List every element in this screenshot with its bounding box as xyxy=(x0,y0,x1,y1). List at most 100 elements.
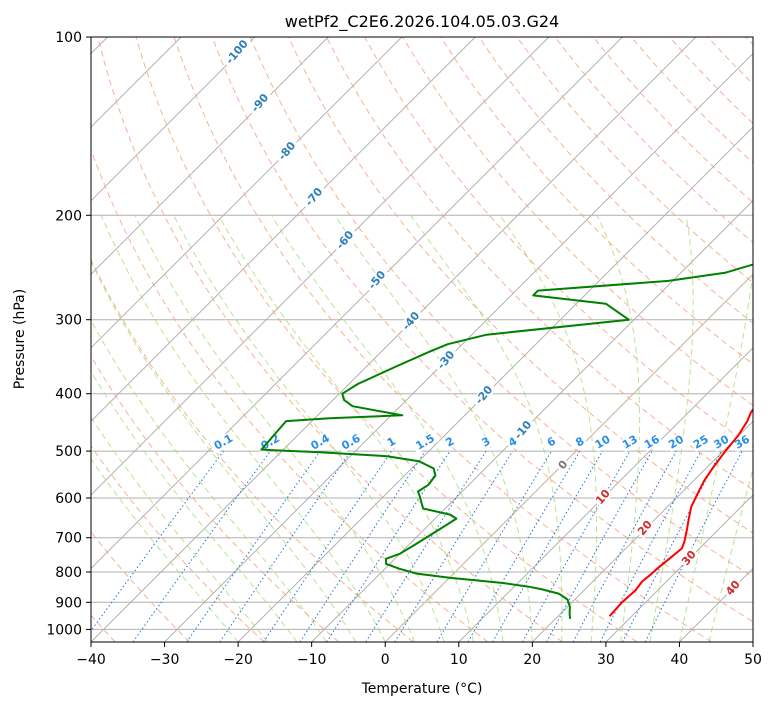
isotherm-20 xyxy=(531,420,753,642)
x-tick-label-0: 0 xyxy=(381,652,390,668)
moist-adiabat-40 xyxy=(678,269,753,642)
x-axis-title: Temperature (°C) xyxy=(361,681,483,697)
dry-adiabat-label-m10-bg xyxy=(510,416,536,444)
dry-adiabat-80 xyxy=(326,37,753,491)
moist-adiabat--4 xyxy=(91,260,357,642)
mixing-ratio-label-36-bg xyxy=(731,432,753,452)
mixing-ratio-label-3-bg xyxy=(478,434,494,451)
dry-adiabat--20 xyxy=(91,445,265,642)
isotherm--60 xyxy=(91,37,550,496)
y-tick-label-700: 700 xyxy=(55,531,82,547)
y-axis-title: Pressure (hPa) xyxy=(12,289,28,389)
dry-adiabat-label-m30-bg xyxy=(433,346,459,374)
moist-adiabat--16 xyxy=(91,416,268,642)
isotherm-50 xyxy=(752,641,753,642)
dry-adiabat-50 xyxy=(211,37,753,623)
isotherm-10 xyxy=(458,347,753,642)
mixing-ratio-label-6-bg xyxy=(543,434,560,451)
dry-adiabat-label-m40-bg xyxy=(398,307,424,335)
x-tick-label--20: −20 xyxy=(223,652,253,668)
moist-adiabat-24 xyxy=(410,215,563,642)
isotherm--40 xyxy=(91,37,697,642)
y-tick-label-800: 800 xyxy=(55,565,82,581)
mixing-ratio-line-0.2 xyxy=(132,450,271,642)
dry-adiabat-70 xyxy=(287,37,753,534)
x-tick-label-30: 30 xyxy=(597,652,615,668)
x-tick-label--10: −10 xyxy=(297,652,327,668)
dry-adiabat-label-m50-bg xyxy=(364,266,390,294)
mixing-ratio-line-16 xyxy=(546,450,653,642)
axis-layer: −40 −30 −20 −10 0 10 20 30 40 50 100 200 300 400 500 60… xyxy=(46,30,762,668)
mixing-ratio-label-0.4-bg xyxy=(306,430,335,454)
x-tick-label--30: −30 xyxy=(150,652,180,668)
mixing-ratio-line-0.6 xyxy=(219,450,352,642)
freezing-isotherm xyxy=(384,273,753,642)
moist-adiabat-20 xyxy=(334,215,533,642)
y-tick-label-1000: 1000 xyxy=(46,622,82,638)
dry-adiabat-0 xyxy=(91,258,414,642)
mixing-ratio-line-0.1 xyxy=(91,450,224,632)
mixing-ratio-label-1.5-bg xyxy=(411,430,440,454)
dry-adiabat-label-30-bg xyxy=(678,547,700,569)
dry-adiabat-40 xyxy=(173,37,713,642)
y-tick-label-100: 100 xyxy=(55,30,82,46)
mixing-ratio-line-36 xyxy=(644,450,743,642)
mixing-ratio-label-0.1-bg xyxy=(209,430,238,454)
moist-adiabat-0 xyxy=(100,215,386,642)
dry-adiabat-label-40-bg xyxy=(722,577,744,599)
mixing-ratio-label-30-bg xyxy=(710,432,733,452)
isotherm--20 xyxy=(237,126,753,642)
x-tick-label--40: −40 xyxy=(76,652,106,668)
dry-adiabat-60 xyxy=(249,37,753,578)
mixing-ratio-label-13-bg xyxy=(619,432,641,452)
mixing-ratio-label-1-bg xyxy=(383,434,400,451)
plot-background xyxy=(91,37,753,642)
mixing-ratio-line-4 xyxy=(394,450,514,642)
y-tick-label-400: 400 xyxy=(55,387,82,403)
isotherm--70 xyxy=(91,37,476,423)
isotherm--90 xyxy=(91,37,329,275)
mixing-ratio-label-0.6-bg xyxy=(336,430,366,454)
dry-adiabat-20 xyxy=(97,37,563,642)
mixing-ratio-line-2 xyxy=(326,450,451,642)
dry-adiabat-30 xyxy=(135,37,638,642)
moist-adiabat-36 xyxy=(649,215,694,642)
mixing-ratio-label-25-bg xyxy=(689,432,712,452)
mixing-ratio-label-8-bg xyxy=(572,434,588,451)
moist-adiabat-32 xyxy=(596,215,641,642)
isotherm--50 xyxy=(91,37,623,570)
moist-adiabat-8 xyxy=(173,215,445,642)
isotherm-30 xyxy=(605,494,753,642)
mixing-ratio-label-2-bg xyxy=(442,434,458,451)
x-tick-label-50: 50 xyxy=(744,652,762,668)
mixing-ratio-line-0.4 xyxy=(186,450,321,642)
moist-adiabat--20 xyxy=(91,458,239,642)
mixing-ratio-line-1 xyxy=(263,450,392,642)
dry-adiabat-label-m80-bg xyxy=(274,137,300,165)
dry-adiabat-label-m20-bg xyxy=(471,381,497,409)
dry-adiabat-label-0-bg xyxy=(554,456,572,474)
isotherm--80 xyxy=(91,37,403,349)
moist-adiabat-16 xyxy=(271,215,504,642)
dry-adiabat-label-20-bg xyxy=(634,517,656,539)
moist-adiabat-4 xyxy=(134,215,416,642)
dry-adiabat-label-m100-bg xyxy=(221,37,253,69)
grid-layer: 0.1 0.2 0.4 0.6 1 1.5 2 3 4 6 8 10 13 16 20 25 30 36-100-… xyxy=(91,37,753,642)
x-tick-label-10: 10 xyxy=(450,652,468,668)
moist-adiabat--12 xyxy=(91,370,298,642)
dry-adiabat-label-m60-bg xyxy=(332,226,358,254)
y-tick-label-600: 600 xyxy=(55,491,82,507)
x-tick-label-20: 20 xyxy=(523,652,541,668)
y-tick-label-500: 500 xyxy=(55,444,82,460)
mixing-ratio-line-1.5 xyxy=(299,450,426,642)
sounding-line-1 xyxy=(608,407,753,617)
mixing-ratio-label-20-bg xyxy=(665,432,688,452)
y-tick-label-300: 300 xyxy=(55,313,82,329)
y-tick-label-200: 200 xyxy=(55,208,82,224)
mixing-ratio-line-20 xyxy=(572,450,677,642)
series-layer xyxy=(260,262,753,619)
sounding-line-2 xyxy=(260,262,753,619)
dry-adiabat-label-m90-bg xyxy=(247,89,273,117)
x-tick-label-40: 40 xyxy=(670,652,688,668)
